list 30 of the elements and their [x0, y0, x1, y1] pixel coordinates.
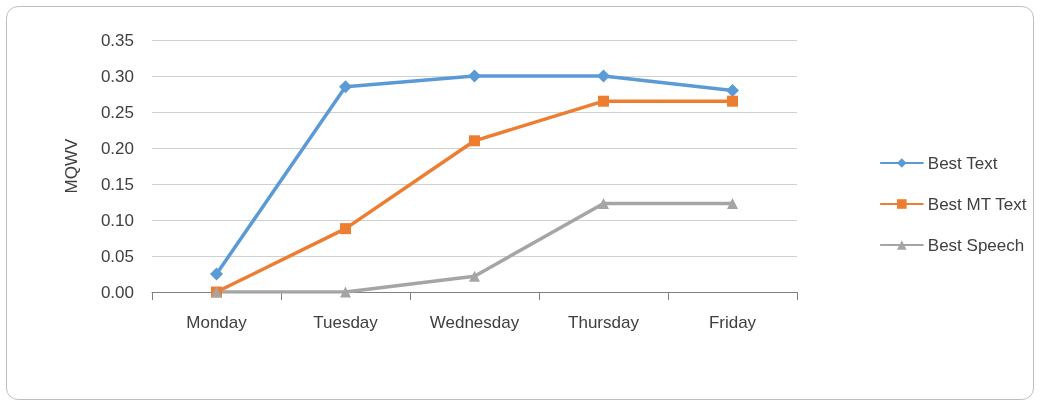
point	[469, 270, 480, 282]
point	[340, 286, 351, 298]
x-tick-label: Wednesday	[429, 313, 520, 332]
point	[727, 197, 738, 209]
point	[340, 223, 351, 235]
y-axis-title: MQWV	[62, 137, 81, 194]
point	[597, 69, 610, 83]
point	[598, 197, 609, 209]
point	[727, 95, 738, 107]
y-tick-label: 0.35	[100, 30, 134, 50]
x-tick-label: Monday	[186, 313, 248, 332]
legend-label: Best Speech	[927, 235, 1025, 255]
x-tick-label: Thursday	[568, 313, 640, 332]
y-tick-label: 0.25	[100, 102, 134, 122]
point	[726, 83, 739, 97]
y-tick-label: 0.15	[100, 174, 134, 194]
point	[598, 95, 609, 107]
point	[339, 80, 352, 94]
y-tick-label: 0.30	[100, 66, 134, 86]
legend-label: Best Text	[927, 153, 998, 173]
legend-label: Best MT Text	[927, 194, 1027, 214]
x-tick-label: Tuesday	[313, 313, 379, 332]
y-tick-label: 0.20	[100, 138, 134, 158]
y-tick-label: 0.00	[100, 282, 134, 302]
point	[468, 69, 481, 83]
y-tick-label: 0.10	[100, 210, 134, 230]
point	[469, 135, 480, 147]
y-tick-label: 0.05	[100, 246, 134, 266]
x-tick-label: Friday	[708, 313, 757, 332]
point	[210, 267, 223, 281]
